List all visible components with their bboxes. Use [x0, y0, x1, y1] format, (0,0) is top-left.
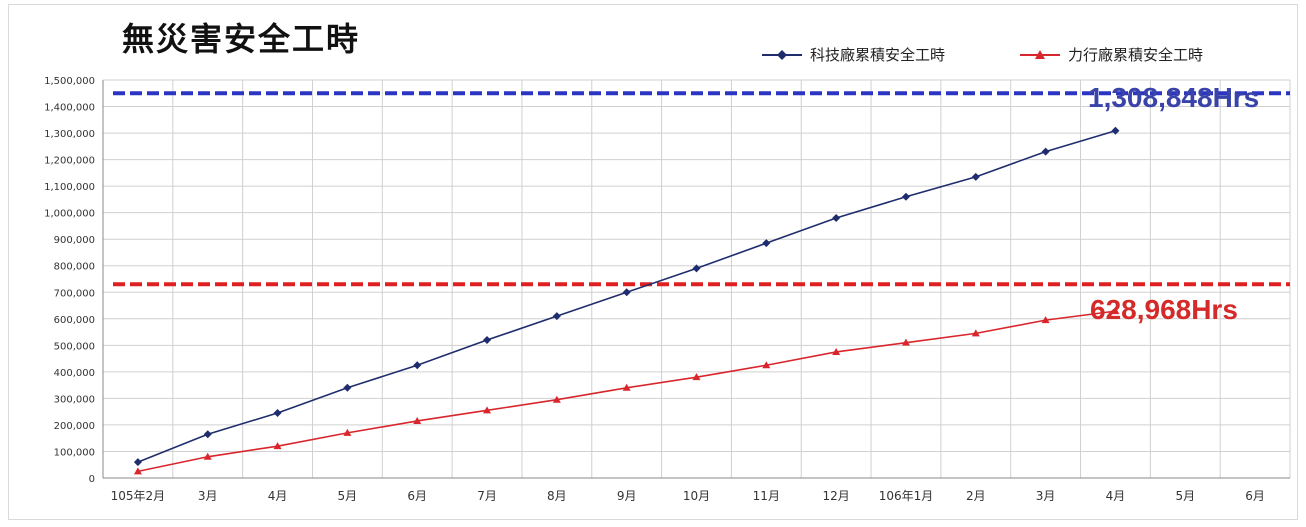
- y-tick-label: 100,000: [54, 447, 95, 458]
- y-tick-label: 600,000: [54, 315, 95, 326]
- legend-item-series1: 科技廠累積安全工時: [762, 44, 945, 65]
- legend-line-diamond-icon: [762, 49, 802, 60]
- data-point-series2: [901, 338, 910, 346]
- callout-series2-total: 628,968Hrs: [1090, 294, 1238, 325]
- data-point-series1: [1111, 126, 1120, 135]
- data-point-series2: [1041, 316, 1050, 324]
- data-point-series1: [483, 336, 492, 345]
- data-point-series1: [552, 312, 561, 321]
- data-point-series1: [832, 213, 841, 222]
- data-point-series2: [762, 361, 771, 369]
- x-tick-label: 11月: [753, 489, 780, 503]
- x-tick-label: 12月: [823, 489, 850, 503]
- chart-frame: [8, 4, 1298, 520]
- y-tick-label: 800,000: [54, 262, 95, 273]
- legend-label-series2: 力行廠累積安全工時: [1068, 46, 1204, 64]
- data-point-series2: [552, 395, 561, 403]
- data-point-series1: [1041, 147, 1050, 156]
- data-point-series1: [203, 430, 212, 439]
- data-point-series1: [343, 383, 352, 392]
- y-tick-label: 0: [89, 474, 95, 485]
- data-point-series2: [413, 416, 422, 424]
- data-point-series1: [413, 361, 422, 370]
- legend-line-triangle-icon: [1020, 49, 1060, 59]
- data-point-series2: [971, 329, 980, 337]
- y-tick-label: 1,200,000: [44, 156, 95, 167]
- data-point-series1: [692, 264, 701, 273]
- x-tick-label: 2月: [966, 489, 986, 503]
- x-tick-label: 6月: [407, 489, 427, 503]
- data-point-series2: [1111, 307, 1120, 315]
- y-tick-label: 200,000: [54, 421, 95, 432]
- y-tick-label: 400,000: [54, 368, 95, 379]
- y-tick-label: 1,500,000: [44, 76, 95, 87]
- y-tick-label: 500,000: [54, 341, 95, 352]
- data-point-series2: [343, 428, 352, 436]
- y-tick-label: 900,000: [54, 235, 95, 246]
- x-tick-label: 3月: [198, 489, 218, 503]
- y-tick-label: 300,000: [54, 394, 95, 405]
- x-tick-label: 4月: [1106, 489, 1126, 503]
- data-point-series1: [133, 458, 142, 467]
- y-tick-label: 1,300,000: [44, 129, 95, 140]
- y-tick-label: 1,400,000: [44, 103, 95, 114]
- legend-label-series1: 科技廠累積安全工時: [810, 46, 946, 64]
- x-tick-label: 7月: [477, 489, 497, 503]
- x-tick-label: 5月: [338, 489, 358, 503]
- data-point-series1: [273, 408, 282, 417]
- series-line-1: [137, 129, 1116, 463]
- data-point-series2: [483, 406, 492, 414]
- data-point-series2: [832, 347, 841, 355]
- x-tick-label: 10月: [683, 489, 710, 503]
- x-tick-label: 9月: [617, 489, 637, 503]
- data-point-series1: [971, 172, 980, 181]
- data-point-series1: [901, 192, 910, 201]
- data-point-series2: [203, 452, 212, 460]
- series-line-2: [137, 310, 1116, 473]
- x-tick-label: 4月: [268, 489, 288, 503]
- callout-series1-total: 1,308,848Hrs: [1088, 82, 1260, 113]
- data-point-series1: [622, 288, 631, 297]
- data-point-series2: [133, 467, 142, 475]
- x-tick-label: 105年2月: [111, 489, 166, 503]
- x-tick-label: 8月: [547, 489, 567, 503]
- y-tick-label: 1,100,000: [44, 182, 95, 193]
- data-point-series1: [762, 239, 771, 248]
- chart-title: 無災害安全工時: [122, 20, 361, 58]
- legend-item-series2: 力行廠累積安全工時: [1020, 44, 1203, 65]
- x-tick-label: 5月: [1175, 489, 1195, 503]
- data-point-series2: [622, 383, 631, 391]
- y-tick-label: 1,000,000: [44, 209, 95, 220]
- x-tick-label: 6月: [1245, 489, 1265, 503]
- data-point-series2: [273, 442, 282, 450]
- data-point-series2: [692, 373, 701, 381]
- y-tick-label: 700,000: [54, 288, 95, 299]
- x-tick-label: 3月: [1036, 489, 1056, 503]
- x-tick-label: 106年1月: [879, 489, 934, 503]
